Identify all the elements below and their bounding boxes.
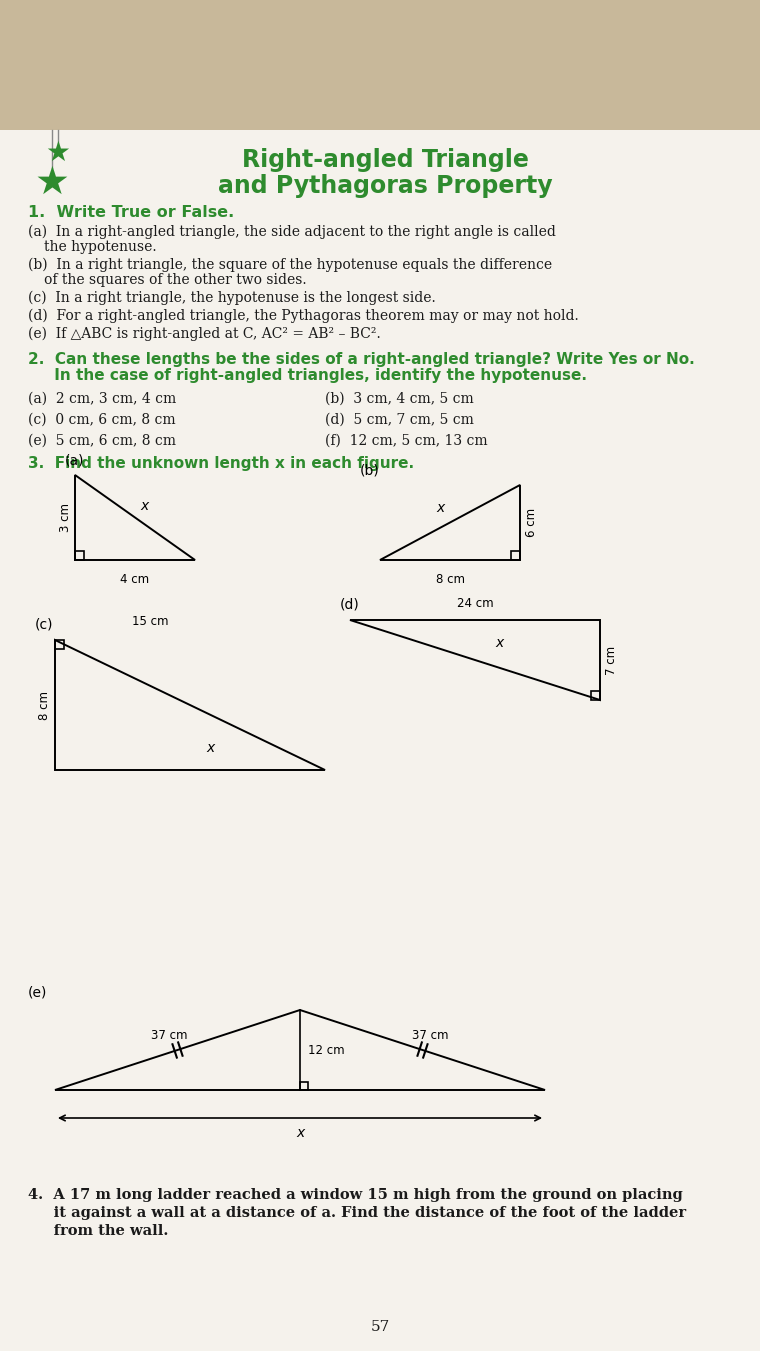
Text: from the wall.: from the wall.	[28, 1224, 169, 1238]
Text: 24 cm: 24 cm	[457, 597, 493, 611]
Text: 7 cm: 7 cm	[605, 646, 618, 674]
Text: it against a wall at a distance of a. Find the distance of the foot of the ladde: it against a wall at a distance of a. Fi…	[28, 1206, 686, 1220]
Text: x: x	[206, 740, 214, 755]
Text: 12 cm: 12 cm	[308, 1043, 344, 1056]
Text: 15 cm: 15 cm	[131, 615, 168, 628]
Text: 37 cm: 37 cm	[412, 1029, 448, 1042]
Text: (d)  5 cm, 7 cm, 5 cm: (d) 5 cm, 7 cm, 5 cm	[325, 413, 474, 427]
Text: the hypotenuse.: the hypotenuse.	[44, 240, 157, 254]
Text: (c)  0 cm, 6 cm, 8 cm: (c) 0 cm, 6 cm, 8 cm	[28, 413, 176, 427]
Text: 57: 57	[370, 1320, 390, 1333]
Text: (b): (b)	[360, 463, 380, 477]
Text: 3.  Find the unknown length x in each figure.: 3. Find the unknown length x in each fig…	[28, 457, 414, 471]
Text: 6 cm: 6 cm	[525, 508, 538, 538]
Text: Right-angled Triangle: Right-angled Triangle	[242, 149, 528, 172]
Text: of the squares of the other two sides.: of the squares of the other two sides.	[44, 273, 306, 286]
Bar	[0, 0, 760, 130]
Text: (d)  For a right-angled triangle, the Pythagoras theorem may or may not hold.: (d) For a right-angled triangle, the Pyt…	[28, 309, 579, 323]
Text: 1.  Write True or False.: 1. Write True or False.	[28, 205, 234, 220]
Text: (a)  In a right-angled triangle, the side adjacent to the right angle is called: (a) In a right-angled triangle, the side…	[28, 226, 556, 239]
Text: 37 cm: 37 cm	[151, 1029, 188, 1042]
Text: x: x	[296, 1125, 304, 1140]
Text: x: x	[140, 499, 148, 512]
Text: x: x	[437, 500, 445, 515]
Text: In the case of right-angled triangles, identify the hypotenuse.: In the case of right-angled triangles, i…	[28, 367, 587, 382]
Text: (c): (c)	[35, 617, 53, 632]
Text: 4 cm: 4 cm	[120, 573, 150, 586]
Text: 3 cm: 3 cm	[59, 503, 72, 532]
Text: ★: ★	[34, 163, 69, 203]
Text: (e)  If △ABC is right-angled at C, AC² = AB² – BC².: (e) If △ABC is right-angled at C, AC² = …	[28, 327, 381, 342]
Text: x: x	[495, 636, 503, 650]
Text: 2.  Can these lengths be the sides of a right-angled triangle? Write Yes or No.: 2. Can these lengths be the sides of a r…	[28, 353, 695, 367]
Text: 4.  A 17 m long ladder reached a window 15 m high from the ground on placing: 4. A 17 m long ladder reached a window 1…	[28, 1188, 682, 1202]
Text: (f)  12 cm, 5 cm, 13 cm: (f) 12 cm, 5 cm, 13 cm	[325, 434, 488, 449]
Text: (e)  5 cm, 6 cm, 8 cm: (e) 5 cm, 6 cm, 8 cm	[28, 434, 176, 449]
Text: ★: ★	[46, 139, 71, 168]
Text: (c)  In a right triangle, the hypotenuse is the longest side.: (c) In a right triangle, the hypotenuse …	[28, 290, 435, 305]
Text: 8 cm: 8 cm	[435, 573, 464, 586]
Text: 8 cm: 8 cm	[38, 690, 51, 720]
Text: (d): (d)	[340, 598, 359, 612]
Text: and Pythagoras Property: and Pythagoras Property	[217, 174, 553, 199]
Text: (b)  In a right triangle, the square of the hypotenuse equals the difference: (b) In a right triangle, the square of t…	[28, 258, 552, 273]
Text: (a): (a)	[65, 453, 84, 467]
Text: (e): (e)	[28, 986, 47, 1000]
Text: (a)  2 cm, 3 cm, 4 cm: (a) 2 cm, 3 cm, 4 cm	[28, 392, 176, 407]
Text: (b)  3 cm, 4 cm, 5 cm: (b) 3 cm, 4 cm, 5 cm	[325, 392, 473, 407]
